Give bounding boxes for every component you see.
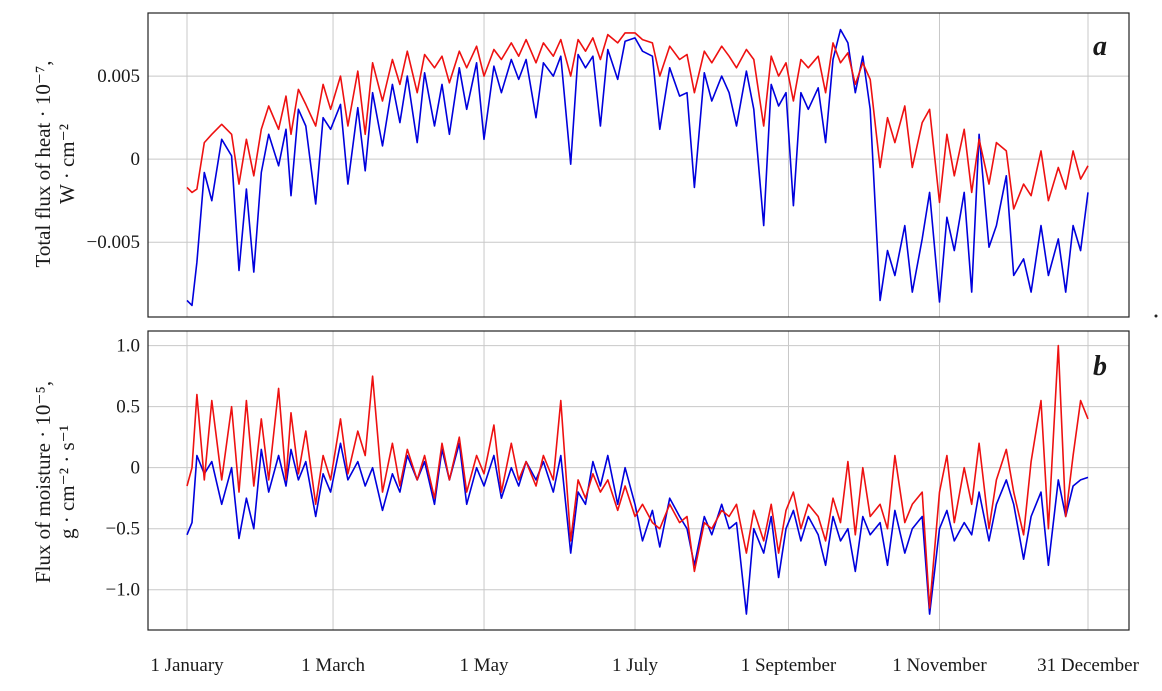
panel-b-ytick-label: −0.5	[106, 519, 140, 540]
panel-a-grid	[148, 13, 1129, 317]
panel-a-series-line-red	[186, 32, 1089, 210]
panel-b-series-line-red	[186, 344, 1089, 609]
panel-b-y-ticks: 1.0 0.5 0 −0.5 −1.0	[106, 336, 140, 601]
panel-a-letter: a	[1093, 31, 1107, 62]
x-tick-label: 1 July	[612, 655, 658, 676]
x-tick-label: 1 January	[150, 655, 224, 676]
x-axis-tick-labels: 1 January 1 March 1 May 1 July 1 September 1 …	[150, 655, 1139, 676]
panel-b-ytick-label: 1.0	[116, 336, 140, 357]
x-tick-label: 1 March	[301, 655, 365, 676]
panel-b-series-line-blue	[186, 442, 1089, 615]
panel-a-ylabel-line2: W · cm⁻²	[55, 124, 79, 204]
panel-a-ytick-label: 0	[131, 149, 141, 170]
panel-a-y-ticks: 0.005 0 −0.005	[87, 66, 140, 253]
panel-b-ylabel-line1: Flux of moisture · 10⁻⁵,	[31, 381, 55, 583]
x-tick-label: 1 September	[741, 655, 837, 676]
x-tick-label: 31 December	[1037, 655, 1139, 676]
panel-a-plot	[186, 28, 1089, 307]
x-tick-label: 1 May	[459, 655, 509, 676]
panel-b-ytick-label: 0	[131, 458, 141, 479]
panel-b-moisture-flux: 1.0 0.5 0 −0.5 −1.0 b Flux of moisture · 10⁻…	[31, 330, 1130, 631]
panel-a-ylabel-line1: Total flux of heat · 10⁻⁷,	[31, 60, 55, 267]
panel-b-frame	[147, 330, 1130, 631]
panel-a-series-line-blue	[186, 28, 1089, 307]
x-tick-label: 1 November	[892, 655, 987, 676]
panel-a-frame	[147, 12, 1130, 318]
stray-dot	[1154, 314, 1158, 318]
panel-a-ytick-label: −0.005	[87, 232, 140, 253]
panel-a-heat-flux: 0.005 0 −0.005 a Total flux of heat · 10⁻⁷…	[31, 12, 1130, 318]
panel-b-ytick-label: 0.5	[116, 397, 140, 418]
panel-a-y-axis-title: Total flux of heat · 10⁻⁷, W · cm⁻²	[31, 60, 79, 267]
panel-a-ytick-label: 0.005	[97, 66, 140, 87]
panel-b-ylabel-line2: g · cm⁻² · s⁻¹	[55, 425, 79, 539]
panel-b-y-axis-title: Flux of moisture · 10⁻⁵, g · cm⁻² · s⁻¹	[31, 381, 79, 583]
panel-b-grid	[148, 331, 1129, 630]
panel-b-plot	[186, 344, 1089, 615]
panel-b-letter: b	[1093, 351, 1107, 382]
panel-b-ytick-label: −1.0	[106, 580, 140, 601]
